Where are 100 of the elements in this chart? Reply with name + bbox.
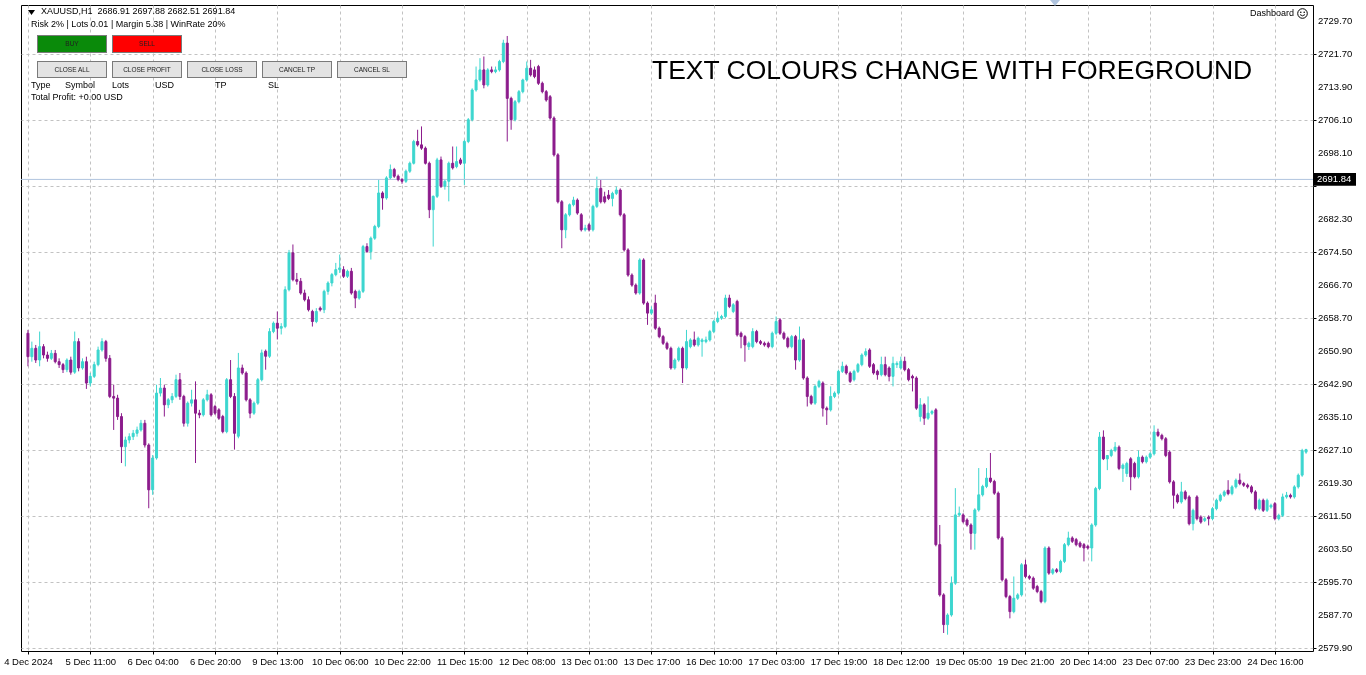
y-tick-label: 2587.70 [1318,609,1353,621]
y-tick-label: 2674.50 [1318,246,1353,258]
candlestick [264,349,268,371]
candlestick [969,522,973,551]
candlestick [879,356,883,377]
candlestick [447,161,451,202]
candlestick [1152,424,1156,456]
y-tick-label: 2595.70 [1318,575,1353,587]
candlestick [926,395,930,421]
candlestick [194,380,197,464]
y-tick-label: 2603.50 [1318,543,1353,555]
candlestick [681,346,685,384]
candlestick [1195,494,1199,521]
candlestick [1082,542,1086,562]
candlestick [700,337,704,358]
x-tick-label: 4 Dec 2024 [4,655,53,667]
y-tick-label: 2682.30 [1318,213,1353,225]
y-tick-label: 2611.50 [1318,509,1352,521]
x-tick-label: 12 Dec 08:00 [498,655,556,667]
candlestick [201,397,205,418]
annotation: TEXT COLOURS CHANGE WITH FOREGROUND [652,55,1253,85]
candlestick [30,341,34,363]
candlestick [1129,456,1133,491]
candlestick [38,331,42,367]
x-tick-label: 13 Dec 17:00 [623,655,681,667]
annotation: SL [268,80,280,91]
x-tick-label: 9 Dec 13:00 [252,655,304,667]
candlestick [1226,479,1230,496]
y-tick-label: 2698.10 [1318,147,1353,159]
candlestick [186,400,190,428]
candlestick [829,385,833,413]
annotation: Dashboard [1250,8,1295,19]
x-tick-label: 23 Dec 23:00 [1184,655,1242,667]
candlestick [794,334,798,371]
candlestick [813,384,817,406]
x-tick-label: 13 Dec 01:00 [561,655,618,667]
candlestick [349,267,353,296]
annotation: Type [31,80,51,91]
candlestick [381,190,385,211]
y-tick-label: 2642.90 [1318,378,1353,390]
x-tick-label: 23 Dec 07:00 [1122,655,1179,667]
candlestick [1117,444,1121,471]
x-tick-label: 17 Dec 19:00 [810,655,868,667]
candlestick [891,356,895,387]
candlestick [482,56,486,89]
candlestick [1113,441,1117,453]
x-tick-label: 5 Dec 11:00 [65,655,117,667]
candlestick [26,329,30,367]
x-tick-label: 10 Dec 22:00 [374,655,431,667]
x-tick-label: 24 Dec 16:00 [1247,655,1304,667]
candlestick [836,369,840,396]
y-tick-label: 2721.70 [1318,48,1353,60]
candlestick [486,67,490,88]
x-tick-label: 19 Dec 21:00 [997,655,1055,667]
y-tick-label: 2666.70 [1318,278,1353,290]
candlestick [174,374,178,399]
y-tick-label: 2619.30 [1318,477,1353,489]
candlestick [1273,501,1277,521]
annotation: TP [215,80,227,91]
x-tick-label: 6 Dec 20:00 [189,655,242,667]
candlestick [209,392,213,418]
candlestick [123,436,127,467]
text: Risk 2% | Lots 0.01 | Margin 5.38 | WinRate 20% [31,19,226,30]
candlestick [1121,462,1125,483]
x-tick-label: 16 Dec 10:00 [686,655,743,667]
y-tick-label: 2658.70 [1318,312,1353,324]
x-tick-label: 17 Dec 03:00 [748,655,805,667]
y-tick-label: 2627.10 [1318,444,1353,456]
candlestick [34,344,38,364]
candlestick [1137,449,1140,480]
annotation: Total Profit: +0.00 USD [31,92,123,103]
annotation: USD [155,80,175,91]
candlestick [338,254,342,274]
candlestick [1253,489,1257,511]
y-tick-label: 2650.90 [1318,344,1353,356]
y-tick-label: 2713.90 [1318,81,1353,93]
x-tick-label: 19 Dec 05:00 [935,655,992,667]
candlestick [162,384,166,418]
candlestick [451,146,455,171]
y-tick-label: 2579.90 [1318,642,1353,654]
y-tick-label: 2706.10 [1318,113,1353,125]
candlestick [797,326,801,363]
candlestick [599,179,603,204]
y-tick-label: 2729.70 [1318,14,1353,26]
x-tick-label: 18 Dec 12:00 [873,655,930,667]
y-tick-label: 2635.10 [1318,410,1353,422]
x-tick-label: 20 Dec 14:00 [1060,655,1117,667]
candlestick [1191,508,1195,531]
candlestick [1023,559,1027,579]
candlestick [918,397,922,423]
candlestick [579,212,583,232]
candlestick [743,334,747,363]
ref-line-label: 2691.84 [1317,173,1352,185]
candlestick [669,346,673,371]
candlestick [922,402,926,426]
candlestick [1012,575,1016,614]
annotation: Lots [112,80,130,91]
candlestick [1281,493,1285,518]
annotation: Symbol [65,80,96,91]
x-tick-label: 11 Dec 15:00 [436,655,493,667]
